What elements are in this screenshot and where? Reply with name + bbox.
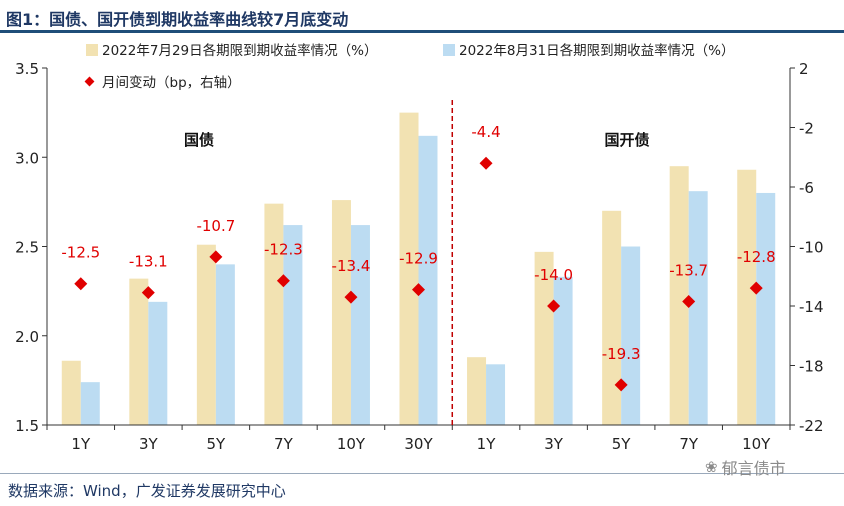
change-marker — [412, 283, 425, 297]
change-marker — [209, 250, 223, 264]
bar-series1 — [399, 112, 419, 425]
bar-series1 — [61, 360, 81, 425]
x-tick-label: 30Y — [404, 435, 433, 453]
y-right-tick-label: -6 — [799, 179, 814, 197]
bar-series2 — [418, 135, 438, 425]
bar-series2 — [688, 191, 708, 425]
change-label: -13.4 — [332, 257, 371, 275]
bar-series2 — [486, 364, 506, 425]
change-marker — [276, 274, 290, 288]
chart-title: 图1：国债、国开债到期收益率曲线较7月底变动 — [6, 10, 349, 29]
change-label: -12.3 — [264, 241, 303, 259]
bar-series2 — [283, 225, 303, 425]
legend-swatch-series1 — [86, 44, 98, 56]
legend-label-change: 月间变动（bp，右轴） — [102, 75, 241, 91]
bar-series2 — [350, 225, 370, 425]
bottom-rule — [0, 473, 844, 474]
y-left-tick-label: 2.0 — [15, 328, 39, 346]
x-tick-label: 1Y — [477, 435, 497, 453]
y-right-tick-label: -2 — [799, 120, 814, 138]
y-left-tick-label: 1.5 — [15, 417, 39, 435]
bar-series2 — [553, 276, 573, 425]
bar-series2 — [80, 382, 100, 425]
change-marker — [344, 290, 358, 304]
chart: 2022年7月29日各期限到期收益率情况（%） 2022年8月31日各期限到期收… — [15, 42, 824, 453]
x-tick-label: 10Y — [742, 435, 771, 453]
change-label: -14.0 — [534, 266, 573, 284]
group-label-guokaizhai: 国开债 — [604, 131, 649, 149]
change-marker — [547, 299, 561, 313]
x-tick-label: 3Y — [139, 435, 159, 453]
bar-series1 — [737, 169, 757, 425]
change-label: -13.1 — [129, 253, 168, 271]
y-right-tick-label: 2 — [799, 60, 809, 78]
change-label: -10.7 — [196, 217, 235, 235]
x-tick-label: 1Y — [71, 435, 91, 453]
legend-label-series2: 2022年8月31日各期限到期收益率情况（%） — [459, 42, 734, 59]
legend: 2022年7月29日各期限到期收益率情况（%） 2022年8月31日各期限到期收… — [84, 42, 734, 91]
y-left-tick-label: 3.5 — [15, 60, 39, 78]
watermark-text: 郁言债市 — [721, 459, 786, 478]
bar-series1 — [467, 357, 487, 425]
change-marker — [682, 295, 696, 309]
bar-series2 — [621, 246, 641, 425]
change-marker — [749, 281, 763, 295]
y-right-tick-label: -18 — [799, 358, 824, 376]
change-label: -12.8 — [737, 248, 776, 266]
y-right-tick-label: -22 — [799, 417, 824, 435]
y-right-tick-label: -10 — [799, 239, 824, 257]
x-tick-label: 3Y — [544, 435, 564, 453]
y-left-tick-label: 2.5 — [15, 239, 39, 257]
change-marker — [141, 286, 155, 300]
source-note: 数据来源：Wind，广发证券发展研究中心 — [8, 482, 286, 500]
bar-series2 — [756, 192, 776, 425]
bar-series1 — [264, 203, 284, 425]
legend-swatch-series2 — [443, 44, 455, 56]
watermark: ❀ 郁言债市 — [705, 455, 786, 479]
x-tick-label: 7Y — [679, 435, 699, 453]
bar-series2 — [215, 264, 235, 425]
change-label: -12.5 — [61, 244, 100, 262]
wechat-icon: ❀ — [705, 458, 718, 476]
x-tick-label: 5Y — [612, 435, 632, 453]
bar-series1 — [129, 278, 149, 425]
change-label: -4.4 — [471, 123, 500, 141]
change-marker — [614, 378, 628, 392]
x-tick-label: 10Y — [337, 435, 366, 453]
change-marker — [479, 156, 493, 170]
bar-series2 — [148, 301, 168, 425]
change-label: -13.7 — [669, 262, 708, 280]
legend-label-series1: 2022年7月29日各期限到期收益率情况（%） — [102, 42, 377, 59]
y-right-tick-label: -14 — [799, 298, 824, 316]
y-left-tick-label: 3.0 — [15, 149, 39, 167]
bar-series1 — [196, 244, 216, 425]
bar-series1 — [331, 200, 351, 425]
legend-marker-change — [84, 76, 95, 87]
title-rule — [0, 30, 844, 33]
change-marker — [74, 277, 88, 291]
change-label: -12.9 — [399, 250, 438, 268]
x-tick-label: 5Y — [207, 435, 227, 453]
bar-series1 — [669, 166, 689, 426]
group-label-guozhai: 国债 — [184, 131, 214, 149]
change-label: -19.3 — [602, 345, 641, 363]
bar-series1 — [534, 251, 554, 425]
x-tick-label: 7Y — [274, 435, 294, 453]
bar-series1 — [602, 210, 622, 425]
